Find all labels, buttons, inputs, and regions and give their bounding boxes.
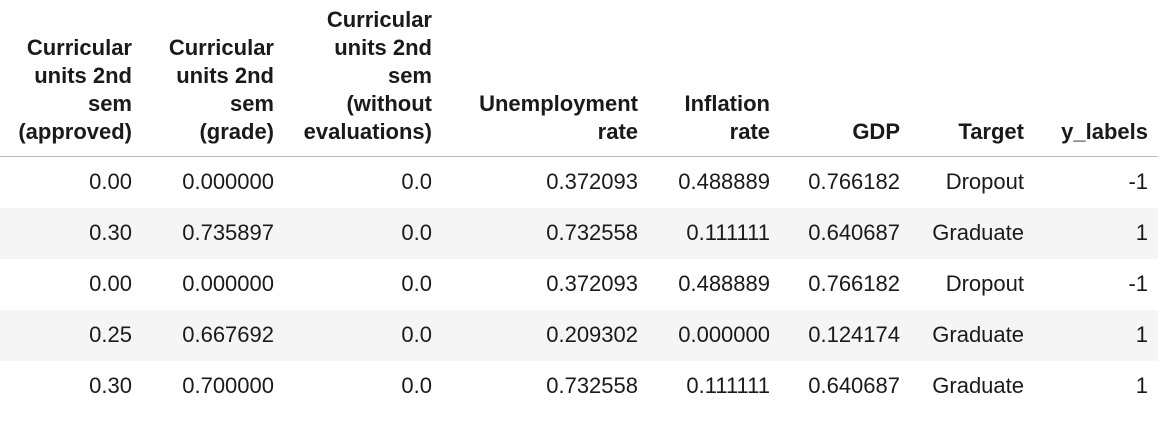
dataframe-output: Curricular units 2nd sem (approved) Curr…: [0, 0, 1158, 412]
table-cell: 1: [1034, 360, 1158, 412]
table-cell: -1: [1034, 258, 1158, 310]
table-cell: Graduate: [910, 309, 1034, 361]
table-cell: 0.30: [0, 360, 142, 412]
table-cell: 1: [1034, 309, 1158, 361]
table-cell: 0.732558: [442, 207, 648, 259]
table-row: 0.30 0.735897 0.0 0.732558 0.111111 0.64…: [0, 207, 1158, 259]
table-cell: Graduate: [910, 360, 1034, 412]
table-cell: -1: [1034, 156, 1158, 208]
table-cell: 0.00: [0, 156, 142, 208]
table-cell: 0.000000: [142, 258, 284, 310]
table-cell: 0.000000: [142, 156, 284, 208]
table-cell: 0.732558: [442, 360, 648, 412]
header-row: Curricular units 2nd sem (approved) Curr…: [0, 0, 1158, 157]
table-cell: 0.735897: [142, 207, 284, 259]
table-cell: 0.209302: [442, 309, 648, 361]
table-cell: 0.640687: [780, 207, 910, 259]
table-cell: 0.000000: [648, 309, 780, 361]
column-header: Curricular units 2nd sem (grade): [142, 0, 284, 157]
table-cell: 0.488889: [648, 258, 780, 310]
table-cell: 0.30: [0, 207, 142, 259]
table-cell: 0.111111: [648, 207, 780, 259]
table-cell: 0.766182: [780, 156, 910, 208]
column-header: Unemployment rate: [442, 0, 648, 157]
table-cell: 0.0: [284, 309, 442, 361]
table-cell: 0.766182: [780, 258, 910, 310]
table-cell: 0.124174: [780, 309, 910, 361]
dataframe-table: Curricular units 2nd sem (approved) Curr…: [0, 0, 1158, 412]
table-cell: 0.25: [0, 309, 142, 361]
column-header: y_labels: [1034, 0, 1158, 157]
table-cell: 0.0: [284, 156, 442, 208]
table-cell: 0.372093: [442, 156, 648, 208]
table-row: 0.25 0.667692 0.0 0.209302 0.000000 0.12…: [0, 309, 1158, 361]
table-cell: Graduate: [910, 207, 1034, 259]
column-header: Curricular units 2nd sem (without evalua…: [284, 0, 442, 157]
table-row: 0.00 0.000000 0.0 0.372093 0.488889 0.76…: [0, 258, 1158, 310]
table-cell: 0.111111: [648, 360, 780, 412]
table-cell: 0.372093: [442, 258, 648, 310]
table-cell: 0.0: [284, 207, 442, 259]
table-row: 0.30 0.700000 0.0 0.732558 0.111111 0.64…: [0, 360, 1158, 412]
column-header: Curricular units 2nd sem (approved): [0, 0, 142, 157]
table-cell: 0.488889: [648, 156, 780, 208]
table-cell: 0.0: [284, 258, 442, 310]
table-cell: 0.667692: [142, 309, 284, 361]
table-cell: 0.700000: [142, 360, 284, 412]
table-row: 0.00 0.000000 0.0 0.372093 0.488889 0.76…: [0, 156, 1158, 208]
column-header: GDP: [780, 0, 910, 157]
table-cell: Dropout: [910, 156, 1034, 208]
column-header: Inflation rate: [648, 0, 780, 157]
table-cell: Dropout: [910, 258, 1034, 310]
table-cell: 0.0: [284, 360, 442, 412]
table-cell: 0.640687: [780, 360, 910, 412]
table-cell: 1: [1034, 207, 1158, 259]
table-cell: 0.00: [0, 258, 142, 310]
column-header: Target: [910, 0, 1034, 157]
